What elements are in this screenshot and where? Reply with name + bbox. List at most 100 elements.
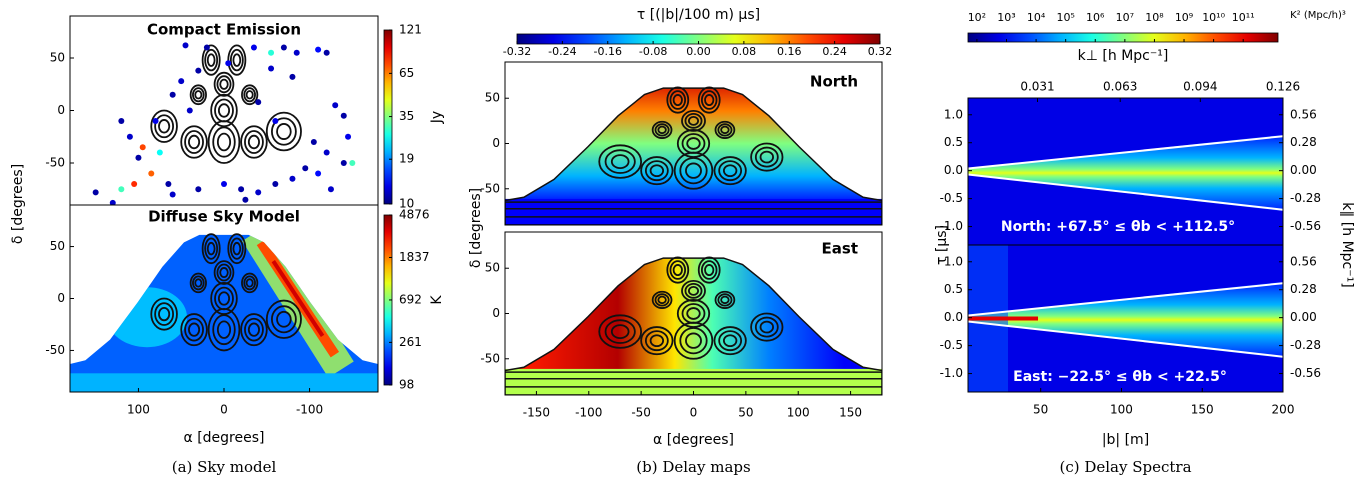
contour xyxy=(216,263,232,282)
contour xyxy=(192,275,205,291)
contour xyxy=(232,53,242,67)
contour xyxy=(276,310,292,328)
point xyxy=(165,181,172,187)
contour xyxy=(184,317,204,342)
contour xyxy=(229,48,244,72)
contour xyxy=(188,134,201,150)
contour xyxy=(672,94,683,107)
colorbar-tick-label: 98 xyxy=(399,378,414,392)
y2-tick-label: 0.28 xyxy=(1290,135,1317,149)
contour xyxy=(754,146,779,168)
contour xyxy=(681,110,706,132)
colorbar-tick-label: 261 xyxy=(399,335,422,349)
y-tick-label: -50 xyxy=(45,343,65,357)
contour xyxy=(232,241,242,256)
x-tick-label: -100 xyxy=(296,403,323,417)
y2-tick-label: 0.56 xyxy=(1290,254,1317,268)
colorbar-tick-label: -0.32 xyxy=(503,45,531,58)
point xyxy=(327,186,334,193)
colorbar-tick-label: -0.24 xyxy=(548,45,576,58)
annotation: East: −22.5° ≤ θb < +22.5° xyxy=(1013,369,1227,385)
point xyxy=(195,67,202,74)
point xyxy=(135,154,142,161)
point xyxy=(131,181,138,187)
y-tick-label: -50 xyxy=(45,156,65,170)
point xyxy=(156,149,163,156)
x2-tick-label: 0.031 xyxy=(1020,80,1054,94)
y-tick-label: 0.5 xyxy=(944,282,963,296)
contour xyxy=(204,237,219,260)
contour xyxy=(722,164,738,178)
contour xyxy=(240,313,268,347)
point xyxy=(255,99,262,106)
x-tick-label: 100 xyxy=(1110,403,1133,417)
point xyxy=(289,175,296,182)
contour xyxy=(241,272,259,294)
contour xyxy=(192,87,205,103)
contour xyxy=(598,314,643,349)
contour xyxy=(271,117,297,146)
y-tick-label: 0 xyxy=(492,306,500,320)
contour xyxy=(679,157,708,185)
point xyxy=(280,44,287,51)
contour xyxy=(684,282,703,299)
dome-outline xyxy=(505,87,882,225)
contour xyxy=(697,86,721,114)
y-tick-label: 0 xyxy=(492,136,500,150)
contour xyxy=(697,256,721,284)
contour xyxy=(216,320,232,339)
x-tick-label: 50 xyxy=(738,406,753,420)
sky-band xyxy=(271,259,325,338)
panel-title: Diffuse Sky Model xyxy=(148,208,300,226)
y2-tick-label: 0.00 xyxy=(1290,163,1317,177)
contour xyxy=(704,94,715,107)
contour xyxy=(654,293,670,307)
point xyxy=(255,189,262,196)
contour xyxy=(644,330,669,352)
contour xyxy=(265,111,302,152)
colorbar-tick-label: 0.00 xyxy=(686,45,711,58)
caption: (b) Delay maps xyxy=(636,458,750,476)
colorbar-tick-label: 0.08 xyxy=(732,45,757,58)
y-axis-label: δ [degrees] xyxy=(10,164,26,244)
plot-frame xyxy=(967,244,1284,393)
contour xyxy=(265,299,302,339)
sky-image xyxy=(70,234,378,392)
y-tick-label: 0 xyxy=(57,103,65,117)
point xyxy=(310,139,317,145)
dome-outline xyxy=(505,257,882,395)
point xyxy=(268,65,275,72)
contour xyxy=(644,160,669,182)
x-tick-label: 0 xyxy=(690,406,698,420)
contour xyxy=(227,44,247,76)
y-tick-label: -1.0 xyxy=(940,366,963,380)
colorbar-tick-label: -0.16 xyxy=(594,45,622,58)
contour xyxy=(687,285,700,296)
contour xyxy=(206,53,216,67)
colorbar-tick-label: 10⁵ xyxy=(1056,11,1074,24)
contour xyxy=(213,71,235,97)
point xyxy=(139,144,146,151)
y-tick-label: 50 xyxy=(485,91,500,105)
horizon-limit xyxy=(968,173,1283,211)
y-tick-label: 1.0 xyxy=(944,254,963,268)
y-tick-label: 0 xyxy=(57,291,65,305)
contour xyxy=(759,320,774,334)
x-tick-label: 100 xyxy=(127,403,150,417)
y2-axis-label: k∥ [h Mpc⁻¹] xyxy=(1339,202,1355,287)
y-tick-label: -50 xyxy=(480,181,500,195)
x-tick-label: 50 xyxy=(1033,403,1048,417)
y-tick-label: -0.5 xyxy=(940,191,963,205)
contour xyxy=(713,326,747,356)
horizon-limit xyxy=(968,135,1283,170)
point xyxy=(302,165,309,172)
point xyxy=(289,73,296,80)
point xyxy=(118,186,125,193)
contour xyxy=(685,162,702,179)
colorbar-tick-label: 4876 xyxy=(399,208,430,222)
point xyxy=(169,191,176,198)
colorbar-tick-label: 10¹¹ xyxy=(1232,11,1255,24)
contour xyxy=(247,322,260,337)
contour xyxy=(213,260,235,285)
